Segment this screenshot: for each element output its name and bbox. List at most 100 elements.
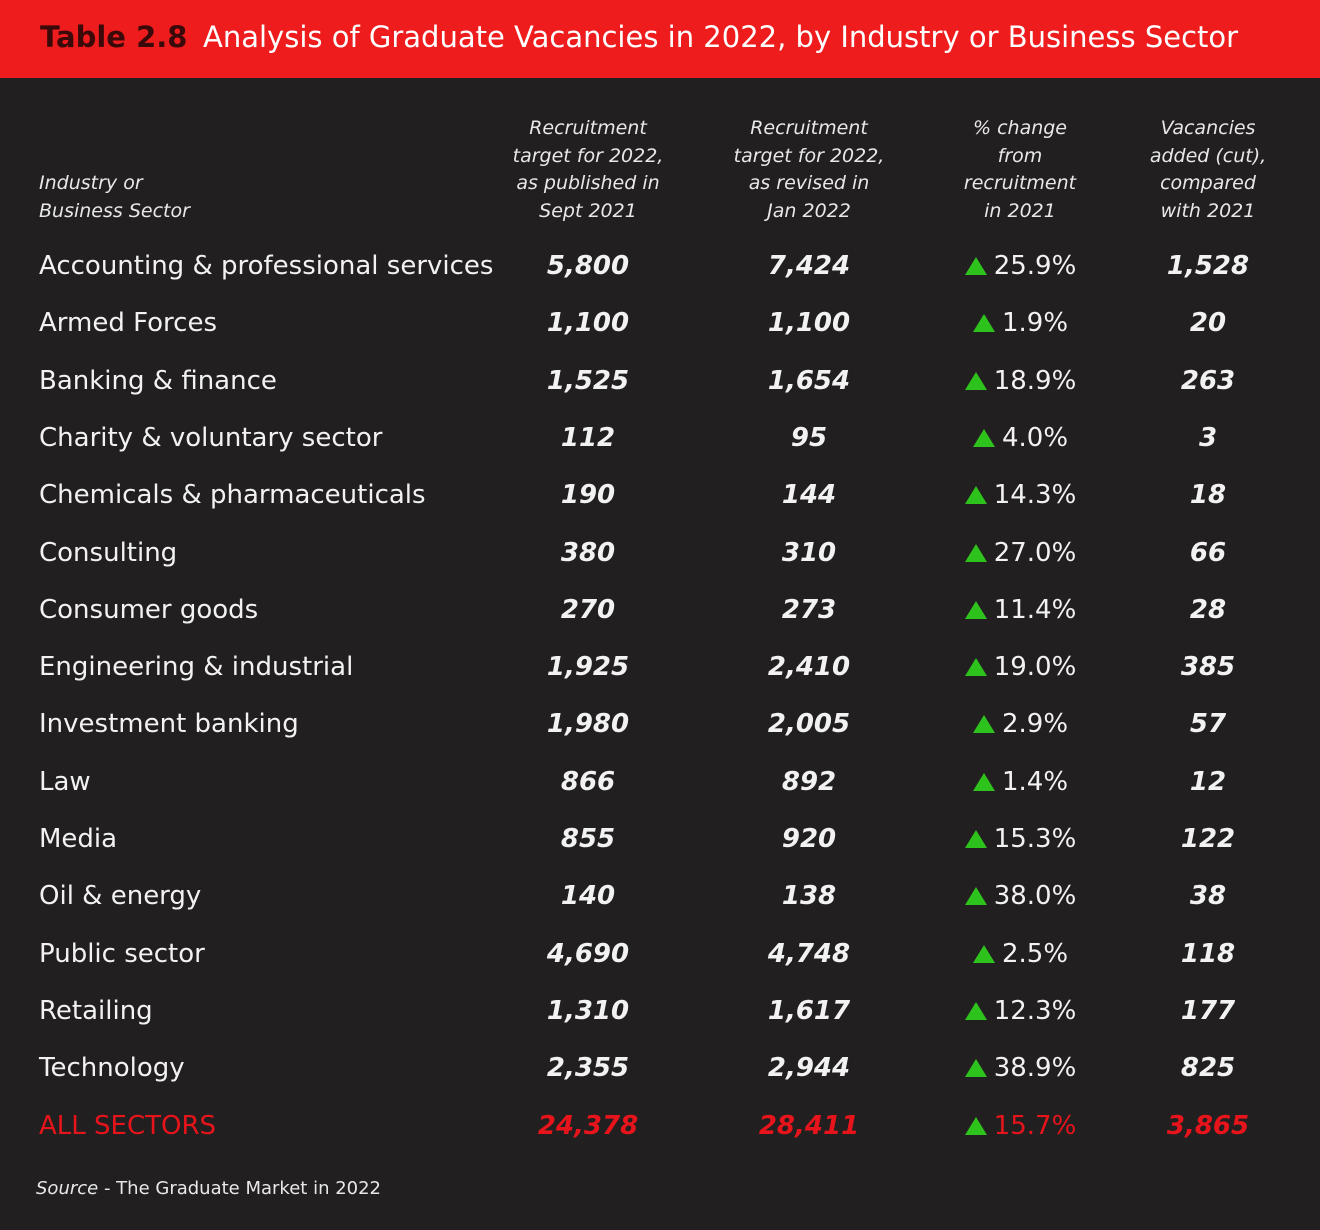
header-line: with 2021 xyxy=(1160,199,1256,222)
cell-value: 855 xyxy=(560,824,616,854)
column-header: Recruitment target for 2022, as published … xyxy=(488,115,688,225)
row-label: Accounting & professional services xyxy=(39,251,494,281)
row-label: Retailing xyxy=(39,995,153,1026)
cell-value: 28,411 xyxy=(758,1110,860,1141)
header-line: target for 2022, xyxy=(733,144,885,167)
cell-value: 1,528 xyxy=(1166,251,1250,281)
pct-cell: 4.0% xyxy=(910,423,1130,453)
cell-value: 1,654 xyxy=(767,365,851,396)
title-banner: Table 2.8 Analysis of Graduate Vacancies… xyxy=(0,0,1320,78)
pct-cell: 19.0% xyxy=(910,652,1130,682)
row-label: Armed Forces xyxy=(39,308,218,339)
cell-value: 38 xyxy=(1189,881,1227,912)
cell-value: 5,800 xyxy=(546,251,630,281)
table-title: Analysis of Graduate Vacancies in 2022, … xyxy=(203,20,1239,54)
cell-value: 38.9% xyxy=(993,1053,1077,1084)
up-arrow xyxy=(972,314,995,333)
cell-value: 19.0% xyxy=(993,652,1077,683)
row-label: Public sector xyxy=(39,938,205,969)
cell-value: 15.3% xyxy=(993,824,1077,854)
cell-value: 14.3% xyxy=(993,480,1077,511)
row-label: Consulting xyxy=(39,537,178,568)
cell-value: 825 xyxy=(1180,1053,1236,1084)
source-text: - The Graduate Market in 2022 xyxy=(103,1178,382,1199)
up-arrow-shape xyxy=(964,887,987,906)
row-label: Banking & finance xyxy=(39,365,277,396)
up-arrow xyxy=(964,1001,987,1020)
cell-value: 15.7% xyxy=(993,1110,1077,1141)
up-arrow xyxy=(964,658,987,677)
up-arrow xyxy=(964,600,987,619)
pct-cell: 38.0% xyxy=(910,881,1130,911)
cell-value: 112 xyxy=(560,422,616,453)
cell-value: 920 xyxy=(781,824,837,854)
header-line: as published in xyxy=(516,172,660,194)
header-line: compared xyxy=(1160,172,1256,194)
cell-value: 892 xyxy=(781,766,837,797)
up-arrow xyxy=(972,944,995,963)
up-arrow xyxy=(972,772,995,791)
up-arrow-shape xyxy=(964,830,987,848)
cell-value: 4,748 xyxy=(767,938,851,969)
up-arrow-shape xyxy=(972,314,995,333)
cell-value: 2.5% xyxy=(1001,938,1069,969)
row-label: ALL SECTORS xyxy=(39,1110,217,1141)
up-arrow xyxy=(964,543,987,562)
header-line: target for 2022, xyxy=(512,144,664,167)
cell-value: 2,005 xyxy=(767,709,851,740)
cell-value: 57 xyxy=(1189,709,1227,740)
pct-cell: 25.9% xyxy=(910,251,1130,281)
header-line: Business Sector xyxy=(39,199,190,222)
cell-value: 2,410 xyxy=(767,652,851,683)
cell-value: 4,690 xyxy=(546,938,630,969)
cell-value: 28 xyxy=(1189,594,1227,625)
header-line: % change xyxy=(972,117,1068,139)
cell-value: 12.3% xyxy=(993,995,1077,1026)
cell-value: 38.0% xyxy=(993,881,1077,912)
pct-cell: 15.3% xyxy=(910,824,1130,854)
cell-value: 2,355 xyxy=(546,1053,630,1084)
source: Source - The Graduate Market in 2022 xyxy=(36,1178,381,1199)
cell-value: 263 xyxy=(1180,365,1236,396)
pct-cell: 2.5% xyxy=(910,939,1130,969)
header-line: Vacancies xyxy=(1160,117,1256,139)
cell-value: 7,424 xyxy=(767,251,851,281)
up-arrow-shape xyxy=(964,658,987,677)
cell-value: 18 xyxy=(1189,480,1227,511)
header-line: from xyxy=(997,144,1043,167)
up-arrow xyxy=(964,486,987,505)
up-arrow-shape xyxy=(964,486,987,505)
cell-value: 177 xyxy=(1180,995,1236,1026)
up-arrow-shape xyxy=(964,600,987,619)
up-arrow-shape xyxy=(964,257,987,275)
cell-value: 1,617 xyxy=(767,995,851,1026)
cell-value: 1,525 xyxy=(546,365,630,396)
up-arrow xyxy=(964,887,987,906)
pct-cell: 1.4% xyxy=(910,767,1130,797)
up-arrow xyxy=(964,1059,987,1078)
cell-value: 12 xyxy=(1189,766,1227,797)
row-label: Chemicals & pharmaceuticals xyxy=(39,480,426,511)
cell-value: 138 xyxy=(781,881,837,912)
pct-cell: 11.4% xyxy=(910,595,1130,625)
header-line: in 2021 xyxy=(984,199,1056,222)
up-arrow-shape xyxy=(972,428,995,447)
pct-cell: 12.3% xyxy=(910,996,1130,1026)
pct-cell: 2.9% xyxy=(910,709,1130,739)
up-arrow xyxy=(972,715,995,734)
cell-value: 1,310 xyxy=(546,995,630,1026)
cell-value: 20 xyxy=(1189,308,1227,339)
header-line: Jan 2022 xyxy=(767,199,851,222)
up-arrow xyxy=(964,1116,987,1135)
up-arrow-shape xyxy=(964,543,987,562)
cell-value: 25.9% xyxy=(993,251,1077,281)
row-label: Engineering & industrial xyxy=(39,652,354,683)
cell-value: 2,944 xyxy=(767,1053,851,1084)
column-header: Industry or Business Sector xyxy=(39,170,190,225)
header-line: Recruitment xyxy=(529,117,647,139)
row-label: Oil & energy xyxy=(39,881,202,912)
row-label: Consumer goods xyxy=(39,594,259,625)
cell-value: 140 xyxy=(560,881,616,912)
up-arrow-shape xyxy=(964,1059,987,1078)
header-line: Industry or xyxy=(39,172,143,194)
